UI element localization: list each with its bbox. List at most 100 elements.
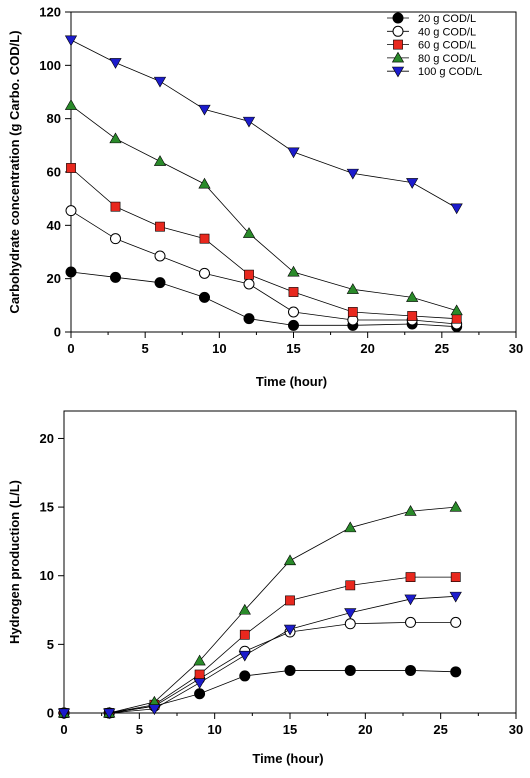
- legend-marker: [392, 25, 404, 37]
- legend-item: 60 g COD/L: [387, 40, 476, 52]
- y-tick-label: 20: [47, 271, 61, 286]
- legend-label: 20 g COD/L: [418, 13, 476, 25]
- data-point: [109, 58, 122, 69]
- data-point: [154, 277, 166, 289]
- series-4: [57, 500, 462, 718]
- series-line: [64, 506, 456, 714]
- data-point: [199, 233, 210, 244]
- data-point: [406, 178, 419, 189]
- data-point: [199, 267, 210, 279]
- legend-marker: [391, 66, 405, 78]
- data-point: [199, 291, 210, 303]
- y-axis-title: Carbohydrate concentration (g Carbo. COD…: [7, 30, 22, 313]
- x-tick-label: 15: [286, 341, 300, 356]
- x-tick-label: 25: [433, 722, 447, 737]
- series-5: [57, 591, 462, 720]
- legend: 20 g COD/L40 g COD/L 60 g COD/L80 g COD/L…: [387, 12, 482, 78]
- data-point: [244, 269, 254, 280]
- legend-marker: [393, 39, 403, 50]
- data-point: [110, 271, 121, 283]
- data-point: [103, 708, 116, 720]
- y-tick-label: 5: [47, 637, 54, 652]
- series-line: [70, 105, 457, 312]
- y-tick-label: 100: [39, 58, 61, 73]
- data-point: [450, 203, 463, 215]
- legend-item: 40 g COD/L: [387, 25, 476, 38]
- x-tick-label: 0: [60, 722, 67, 737]
- legend-label: 60 g COD/L: [418, 40, 476, 52]
- legend-item: 100 g COD/L: [387, 66, 482, 78]
- series-2: [58, 616, 462, 719]
- data-point: [288, 319, 299, 331]
- data-point: [284, 664, 296, 676]
- data-point: [109, 132, 122, 144]
- legend-item: 80 g COD/L: [387, 51, 476, 65]
- x-tick-label: 5: [142, 341, 149, 356]
- x-tick-label: 25: [435, 341, 449, 356]
- data-point: [193, 678, 206, 690]
- data-point: [404, 594, 417, 606]
- x-tick-label: 5: [136, 722, 143, 737]
- data-point: [198, 104, 211, 116]
- data-point: [288, 287, 299, 297]
- data-point: [405, 664, 417, 676]
- data-point: [155, 221, 165, 232]
- data-point: [238, 603, 251, 615]
- series-1: [58, 664, 462, 719]
- data-point: [110, 201, 121, 212]
- data-point: [65, 205, 77, 217]
- series-line: [70, 210, 457, 325]
- data-point: [242, 227, 256, 238]
- series-2: [65, 205, 463, 330]
- y-tick-label: 0: [54, 325, 61, 340]
- legend-marker: [392, 12, 404, 24]
- series-5: [64, 35, 463, 215]
- data-point: [451, 313, 462, 324]
- data-point: [110, 233, 121, 245]
- x-tick-label: 20: [360, 341, 374, 356]
- x-tick-label: 0: [67, 341, 74, 356]
- data-point: [449, 500, 462, 512]
- y-tick-label: 120: [39, 5, 61, 20]
- data-point: [288, 306, 299, 318]
- data-point: [450, 616, 462, 628]
- data-point: [198, 177, 211, 189]
- series-line: [70, 167, 457, 320]
- y-tick-label: 0: [47, 706, 54, 721]
- data-point: [283, 554, 297, 566]
- data-point: [153, 155, 167, 166]
- series-1: [65, 266, 463, 333]
- y-tick-label: 40: [47, 218, 61, 233]
- x-axis-title: Time (hour): [252, 751, 323, 766]
- data-point: [450, 572, 461, 582]
- series-line: [64, 595, 456, 714]
- series-line: [70, 39, 457, 209]
- x-tick-label: 10: [207, 722, 221, 737]
- y-tick-label: 10: [40, 568, 54, 583]
- data-point: [344, 608, 357, 619]
- y-tick-label: 80: [47, 111, 61, 126]
- data-point: [283, 624, 297, 636]
- series-4: [64, 99, 463, 316]
- data-point: [346, 283, 359, 294]
- data-point: [344, 521, 357, 533]
- data-point: [344, 618, 356, 630]
- data-point: [287, 265, 300, 277]
- data-point: [405, 616, 417, 628]
- data-point: [287, 147, 300, 159]
- data-point: [450, 304, 463, 316]
- x-tick-label: 30: [509, 722, 523, 737]
- data-point: [65, 266, 77, 278]
- y-tick-label: 15: [40, 500, 54, 515]
- data-point: [243, 278, 255, 290]
- legend-label: 80 g COD/L: [418, 53, 476, 65]
- data-point: [193, 654, 206, 666]
- y-axis-title: Hydrogen production (L/L): [7, 480, 22, 644]
- legend-label: 40 g COD/L: [418, 26, 476, 38]
- data-point: [66, 163, 76, 173]
- data-point: [346, 168, 359, 180]
- series-3: [66, 163, 462, 324]
- data-point: [404, 505, 417, 516]
